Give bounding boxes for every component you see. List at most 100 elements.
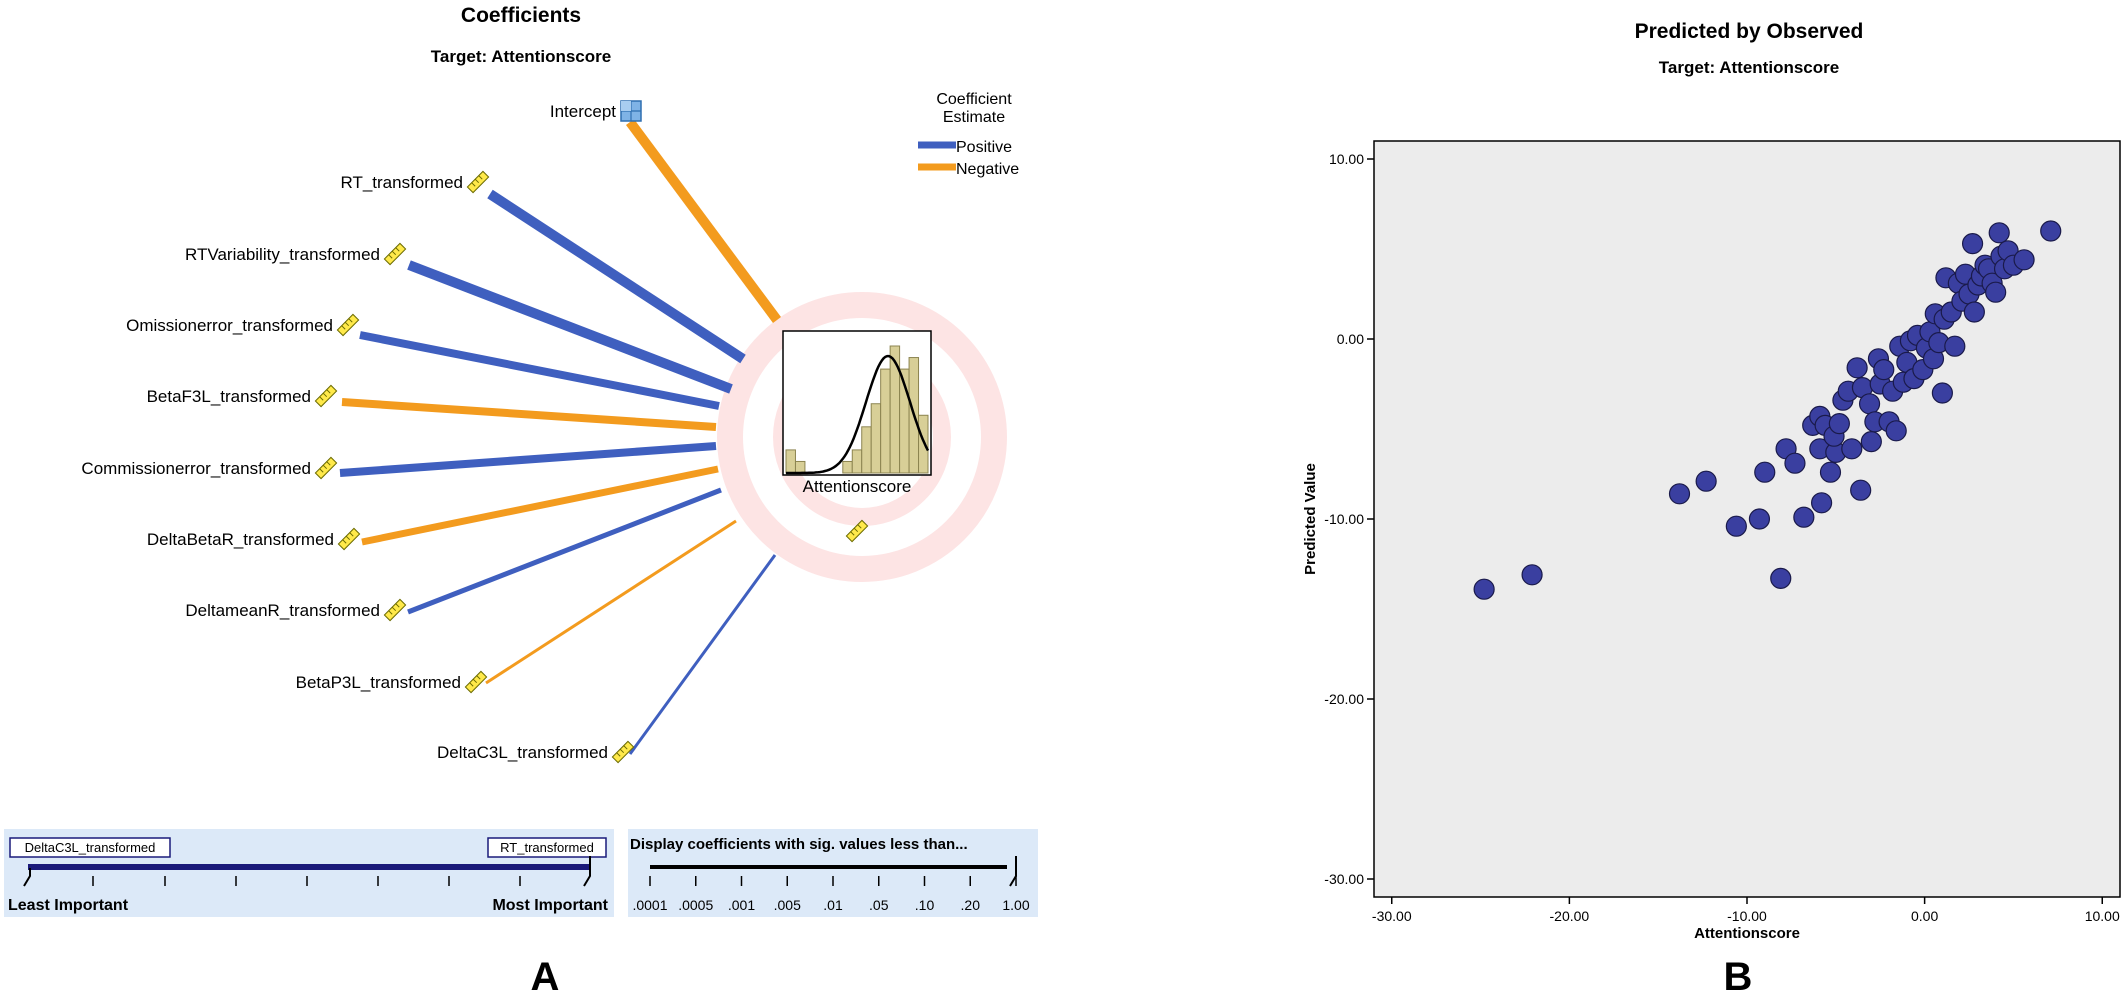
histogram-bar <box>851 449 863 474</box>
predictor-label-deltameanr-transformed[interactable]: DeltameanR_transformed <box>185 601 380 620</box>
predictor-label-rtvariability-transformed[interactable]: RTVariability_transformed <box>185 245 380 264</box>
scatter-point[interactable] <box>1810 492 1833 514</box>
target-ring-outer <box>717 292 1007 582</box>
predictor-label-betaf3l-transformed[interactable]: BetaF3L_transformed <box>147 387 311 406</box>
x-tick-label: -30.00 <box>1372 908 1412 924</box>
target-label: Attentionscore <box>803 477 912 496</box>
significance-ticks: .0001 .0005 .001 .005 .01 .05 .10 .20 1.00 <box>632 876 1030 913</box>
scatter-point[interactable] <box>1850 479 1872 501</box>
panel-a-subtitle: Target: Attentionscore <box>431 47 611 66</box>
scatter-point[interactable] <box>1748 508 1771 530</box>
ruler-icon <box>314 384 338 408</box>
ruler-icon <box>611 740 635 764</box>
scatter-point[interactable] <box>1473 578 1495 600</box>
panel-a-title: Coefficients <box>461 4 581 27</box>
edge-omissionerror-transformed[interactable] <box>359 331 720 410</box>
histogram-bar <box>794 460 806 474</box>
scatter-point[interactable] <box>1754 461 1776 483</box>
histogram-bar <box>889 345 901 474</box>
importance-ticks <box>92 876 521 886</box>
scatter-point[interactable] <box>1985 281 2007 303</box>
predictor-label-rt-transformed[interactable]: RT_transformed <box>340 173 463 192</box>
histogram-bar <box>785 449 796 474</box>
predictor-label-omissionerror-transformed[interactable]: Omissionerror_transformed <box>126 316 333 335</box>
significance-title: Display coefficients with sig. values le… <box>630 836 968 853</box>
significance-tick-label: .01 <box>823 897 843 913</box>
scatter-point[interactable] <box>1858 393 1881 415</box>
ruler-icon <box>383 598 407 622</box>
scatter-point[interactable] <box>1770 567 1792 590</box>
scatter-point[interactable] <box>1521 564 1543 586</box>
predictor-label-commissionerror-transformed[interactable]: Commissionerror_transformed <box>81 459 311 478</box>
scatter-point[interactable] <box>1961 233 1984 255</box>
ruler-icon <box>464 670 488 694</box>
predictor-label-deltac3l-transformed[interactable]: DeltaC3L_transformed <box>437 743 608 762</box>
most-important-predictor: RT_transformed <box>500 840 594 855</box>
scatter-point[interactable] <box>1725 515 1747 537</box>
predictor-labels: Intercept RT_transformed RTVariability_tra… <box>81 100 642 764</box>
edge-deltameanr-transformed[interactable] <box>407 487 722 615</box>
x-tick-label: 0.00 <box>1911 908 1938 924</box>
significance-tick-label: .05 <box>869 897 889 913</box>
scatter-point[interactable] <box>1841 438 1863 460</box>
edge-rt-transformed[interactable] <box>487 189 746 364</box>
ruler-icon <box>336 313 360 337</box>
scatter-point[interactable] <box>1885 420 1907 442</box>
coefficients-panel: Coefficients Target: Attentionscore Inte… <box>0 0 1064 999</box>
scatter-point[interactable] <box>1931 382 1953 404</box>
edge-betap3l-transformed[interactable] <box>485 519 737 685</box>
edge-commissionerror-transformed[interactable] <box>339 442 717 477</box>
scatter-point[interactable] <box>1668 483 1691 505</box>
scatter-point[interactable] <box>1944 335 1966 357</box>
predictor-label-betap3l-transformed[interactable]: BetaP3L_transformed <box>296 673 461 692</box>
normal-curve <box>786 354 930 475</box>
scatter-point[interactable] <box>1784 452 1806 474</box>
histogram-bar <box>842 460 853 474</box>
scatter-point[interactable] <box>2013 249 2035 271</box>
scatter-point[interactable] <box>1963 301 1985 323</box>
edge-deltabetar-transformed[interactable] <box>361 465 719 546</box>
legend-title-line1: Coefficient <box>936 91 1012 108</box>
ruler-icon <box>466 170 490 194</box>
edge-deltac3l-transformed[interactable] <box>628 554 777 755</box>
histogram-bar <box>880 368 891 474</box>
panel-a-letter: A <box>531 955 560 998</box>
significance-tick-label: .20 <box>961 897 981 913</box>
edge-rtvariability-transformed[interactable] <box>407 260 733 394</box>
least-important-predictor: DeltaC3L_transformed <box>25 840 156 855</box>
scatter-point[interactable] <box>1828 413 1850 435</box>
significance-tick-label: .10 <box>915 897 935 913</box>
predictor-label-deltabetar-transformed[interactable]: DeltaBetaR_transformed <box>147 530 334 549</box>
significance-tick-label: .0001 <box>632 897 667 913</box>
scatter-point[interactable] <box>1988 222 2010 244</box>
importance-right-handle[interactable] <box>583 856 591 887</box>
predictor-label-intercept[interactable]: Intercept <box>550 102 616 121</box>
panel-b-title: Predicted by Observed <box>1635 20 1864 43</box>
scatter-point[interactable] <box>1873 359 1895 381</box>
significance-tick-label: .0005 <box>678 897 713 913</box>
scatter-point[interactable] <box>1695 470 1717 492</box>
ruler-icon <box>314 456 338 480</box>
histogram-bar <box>918 414 929 474</box>
scatter-point[interactable] <box>1846 357 1868 379</box>
x-tick-label: -20.00 <box>1550 908 1590 924</box>
edge-intercept[interactable] <box>625 119 782 323</box>
legend-title-line2: Estimate <box>943 109 1005 126</box>
scatter-point[interactable] <box>2040 220 2062 242</box>
y-axis-label: Predicted Value <box>1302 463 1319 575</box>
scatter-axes: -30.00 -20.00 -10.00 0.00 10.00 -30.00 -20.00 -… <box>1324 151 2120 924</box>
edge-betaf3l-transformed[interactable] <box>341 398 717 431</box>
y-tick-label: -30.00 <box>1324 871 1364 887</box>
scatter-point[interactable] <box>1819 461 1842 483</box>
scatter-point[interactable] <box>1860 431 1882 453</box>
ruler-icon <box>845 519 869 543</box>
importance-left-handle[interactable] <box>23 868 31 887</box>
panel-b-subtitle: Target: Attentionscore <box>1659 58 1839 77</box>
least-important-label: Least Important <box>8 897 129 914</box>
scatter-point[interactable] <box>1793 506 1815 528</box>
predicted-by-observed-chart: Predicted by Observed Target: Attentions… <box>1302 20 2121 999</box>
y-tick-label: -20.00 <box>1324 691 1364 707</box>
y-tick-label: 0.00 <box>1337 331 1364 347</box>
x-tick-label: 10.00 <box>2085 908 2120 924</box>
least-important-box <box>9 837 171 858</box>
